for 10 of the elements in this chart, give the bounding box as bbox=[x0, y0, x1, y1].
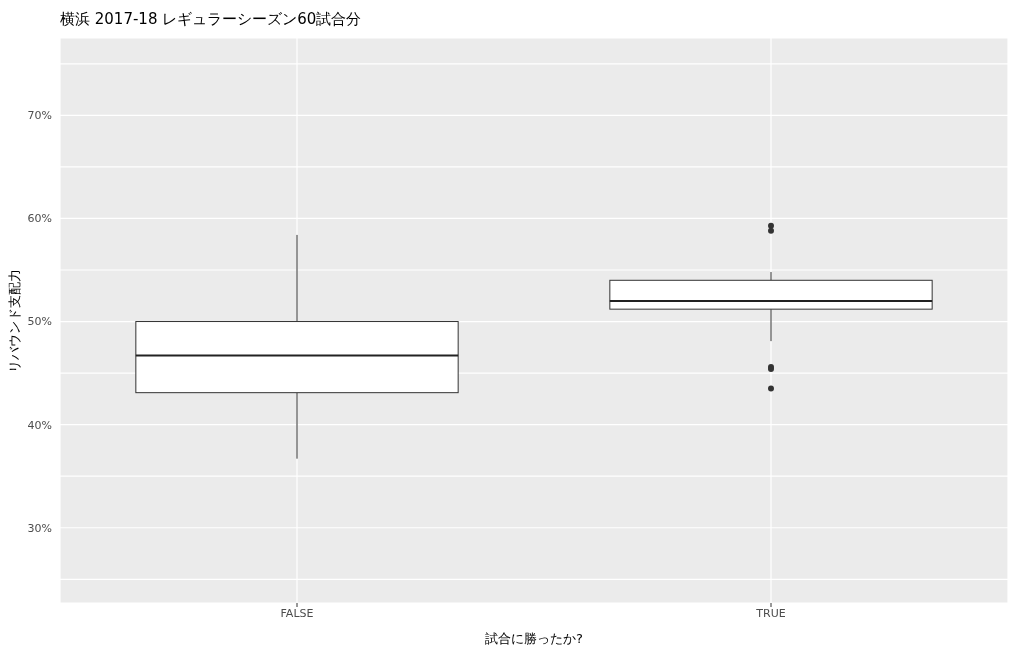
y-tick-label: 40% bbox=[27, 418, 52, 432]
y-axis-title: リバウンド支配力 bbox=[6, 268, 22, 373]
x-tick-label: FALSE bbox=[280, 606, 314, 620]
y-tick-label: 70% bbox=[27, 109, 52, 123]
x-axis-title: 試合に勝ったか? bbox=[485, 631, 583, 646]
y-tick-label: 60% bbox=[27, 212, 52, 226]
x-tick-label: TRUE bbox=[755, 606, 786, 620]
y-tick-label: 30% bbox=[27, 521, 52, 535]
y-tick-label: 50% bbox=[27, 315, 52, 329]
chart-title: 横浜 2017-18 レギュラーシーズン60試合分 bbox=[59, 9, 363, 30]
